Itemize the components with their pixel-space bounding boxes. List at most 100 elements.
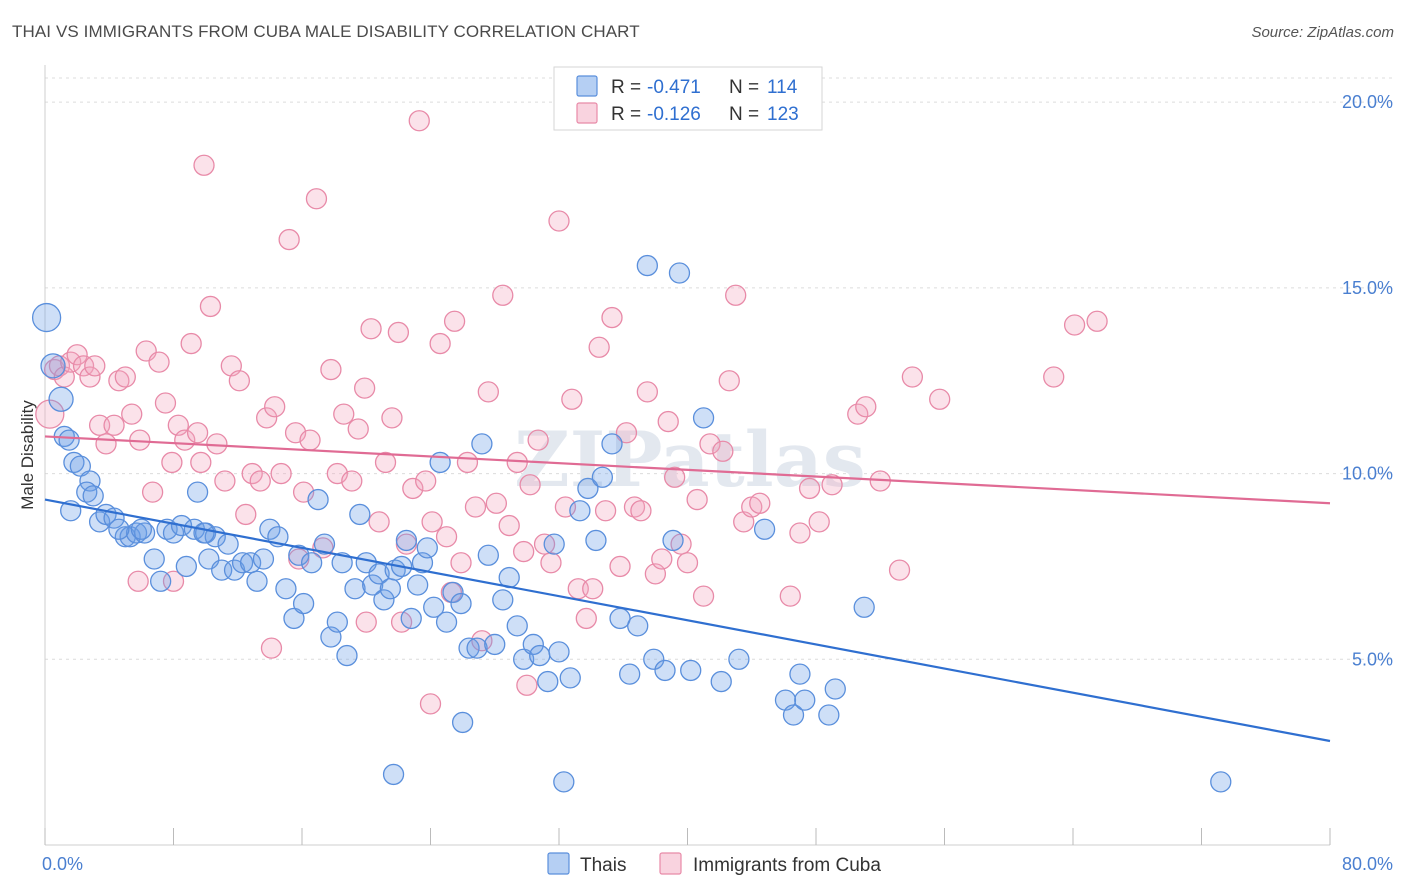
chart-title: THAI VS IMMIGRANTS FROM CUBA MALE DISABI… — [12, 22, 640, 41]
data-point — [95, 433, 117, 455]
data-point — [84, 355, 106, 377]
data-point — [347, 418, 369, 440]
data-point — [66, 344, 88, 366]
data-point — [636, 381, 658, 403]
data-point — [300, 552, 323, 574]
trend-line-thais — [44, 498, 1331, 743]
series-layer — [31, 110, 1232, 793]
data-point — [789, 663, 811, 685]
legend-swatch — [576, 75, 598, 97]
data-point — [69, 455, 91, 477]
data-point — [58, 429, 80, 451]
legend-entry: Immigrants from Cuba — [693, 855, 881, 876]
data-point — [344, 578, 366, 600]
data-point — [402, 477, 424, 500]
series-immigrants-from-cuba — [35, 110, 1108, 715]
data-point — [692, 585, 715, 607]
data-point — [193, 522, 215, 544]
data-point — [416, 537, 438, 559]
trend-line-immigrants-from-cuba — [44, 435, 1331, 505]
data-point — [326, 611, 348, 633]
data-point — [406, 574, 429, 596]
data-point — [712, 440, 734, 462]
data-point — [175, 555, 198, 578]
data-point — [400, 607, 422, 630]
data-point — [217, 533, 239, 555]
data-point — [477, 544, 499, 566]
data-point — [540, 552, 562, 574]
data-point — [387, 321, 410, 344]
legend-r-label: R = — [611, 104, 641, 125]
data-point — [627, 615, 649, 637]
data-point — [506, 615, 528, 637]
data-point — [1210, 771, 1232, 793]
data-point — [379, 578, 401, 600]
data-point — [498, 514, 520, 537]
data-point — [537, 670, 559, 693]
data-point — [415, 470, 437, 492]
data-point — [161, 451, 183, 474]
data-point — [782, 704, 805, 726]
data-point — [680, 659, 702, 682]
data-point — [283, 607, 305, 630]
data-point — [429, 451, 451, 474]
data-point — [443, 310, 466, 332]
trend-layer — [44, 435, 1331, 743]
data-point — [548, 210, 570, 232]
data-point — [429, 332, 451, 355]
data-point — [548, 641, 570, 663]
data-point — [190, 451, 212, 474]
data-point — [241, 462, 263, 485]
data-point — [601, 306, 623, 329]
data-point — [686, 488, 708, 511]
data-point — [847, 403, 869, 425]
data-point — [519, 474, 541, 496]
data-point — [582, 578, 604, 600]
series-thais — [31, 254, 1232, 793]
data-point — [211, 559, 233, 581]
data-point — [725, 284, 747, 306]
data-point — [718, 370, 740, 392]
data-point — [451, 711, 474, 734]
legend-box — [553, 66, 823, 131]
data-point — [259, 518, 281, 540]
data-point — [1063, 314, 1086, 336]
data-point — [591, 466, 614, 488]
data-point — [471, 433, 493, 455]
data-point — [513, 648, 535, 670]
y-tick-label: 10.0% — [1342, 464, 1393, 484]
data-point — [88, 414, 111, 436]
data-point — [435, 526, 458, 548]
data-point — [619, 663, 641, 685]
data-point — [368, 511, 390, 533]
data-point — [228, 370, 251, 392]
data-point — [821, 474, 843, 496]
data-point — [423, 596, 445, 618]
data-point — [408, 110, 430, 132]
data-point — [299, 429, 321, 451]
data-point — [206, 433, 228, 455]
data-point — [594, 500, 617, 522]
legend-n-value: 123 — [767, 104, 799, 125]
data-point — [133, 522, 156, 544]
data-point — [513, 540, 535, 563]
data-point — [419, 693, 442, 715]
data-point — [901, 366, 924, 388]
data-point — [374, 451, 397, 474]
data-point — [553, 771, 575, 793]
data-point — [368, 563, 390, 585]
data-point — [477, 381, 499, 403]
data-point — [492, 589, 514, 611]
data-point — [331, 552, 353, 574]
data-point — [798, 477, 821, 500]
x-tick-label: 80.0% — [1342, 854, 1393, 874]
data-point — [235, 503, 257, 526]
data-point — [651, 548, 673, 570]
data-point — [270, 462, 292, 485]
data-point — [292, 592, 315, 615]
data-point — [654, 659, 676, 682]
data-point — [353, 377, 376, 399]
data-point — [79, 366, 101, 388]
legend-r-value: -0.471 — [647, 77, 701, 98]
